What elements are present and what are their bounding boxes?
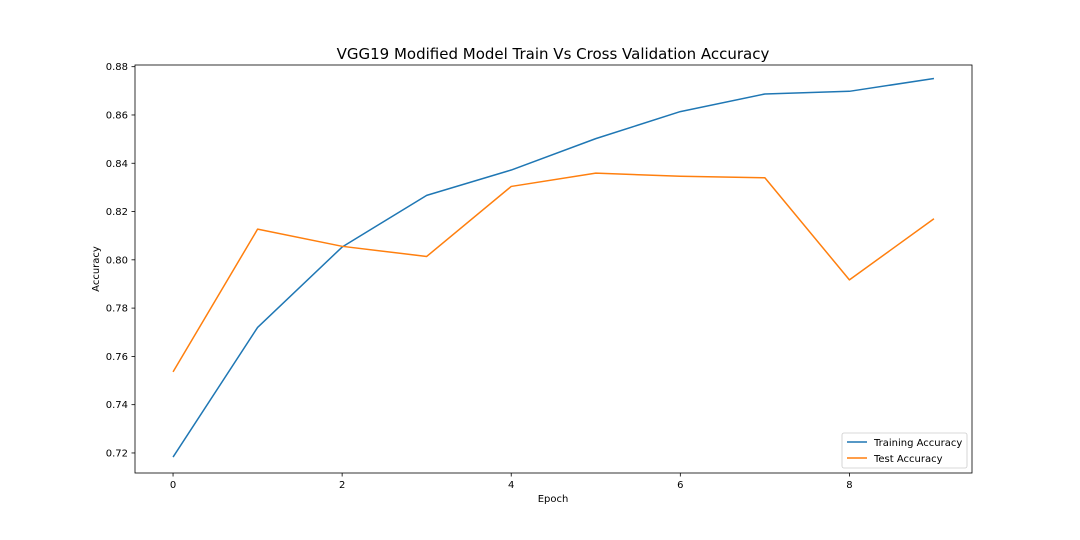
y-tick-label: 0.86 xyxy=(106,110,128,121)
y-axis-label: Accuracy xyxy=(91,246,102,292)
x-tick-label: 8 xyxy=(846,480,852,491)
y-tick-label: 0.84 xyxy=(106,159,128,170)
x-tick-label: 0 xyxy=(170,480,176,491)
y-tick-label: 0.74 xyxy=(106,400,128,411)
y-tick-label: 0.80 xyxy=(106,255,128,266)
series-line-test-accuracy xyxy=(172,172,935,373)
plot-frame xyxy=(134,64,973,474)
legend-box xyxy=(841,432,968,469)
series-line-training-accuracy xyxy=(172,77,935,458)
legend: Training Accuracy Test Accuracy xyxy=(841,432,968,469)
y-tick-label: 0.82 xyxy=(106,207,128,218)
x-tick-label: 2 xyxy=(339,480,345,491)
y-tick-label: 0.78 xyxy=(106,304,128,315)
y-tick-label: 0.88 xyxy=(106,62,128,73)
y-tick-label: 0.76 xyxy=(106,352,128,363)
series-layer xyxy=(172,77,935,458)
chart-title: VGG19 Modified Model Train Vs Cross Vali… xyxy=(337,45,770,63)
x-tick-label: 6 xyxy=(677,480,683,491)
x-axis-label: Epoch xyxy=(538,494,569,505)
legend-label-training: Training Accuracy xyxy=(873,438,962,449)
y-axis-ticks: 0.72 0.74 0.76 0.78 0.80 0.82 0.84 0.86 0.88 xyxy=(106,62,135,459)
y-tick-label: 0.72 xyxy=(106,448,128,459)
legend-label-test: Test Accuracy xyxy=(873,454,943,465)
x-axis-ticks: 0 2 4 6 8 xyxy=(170,473,853,491)
x-tick-label: 4 xyxy=(508,480,514,491)
